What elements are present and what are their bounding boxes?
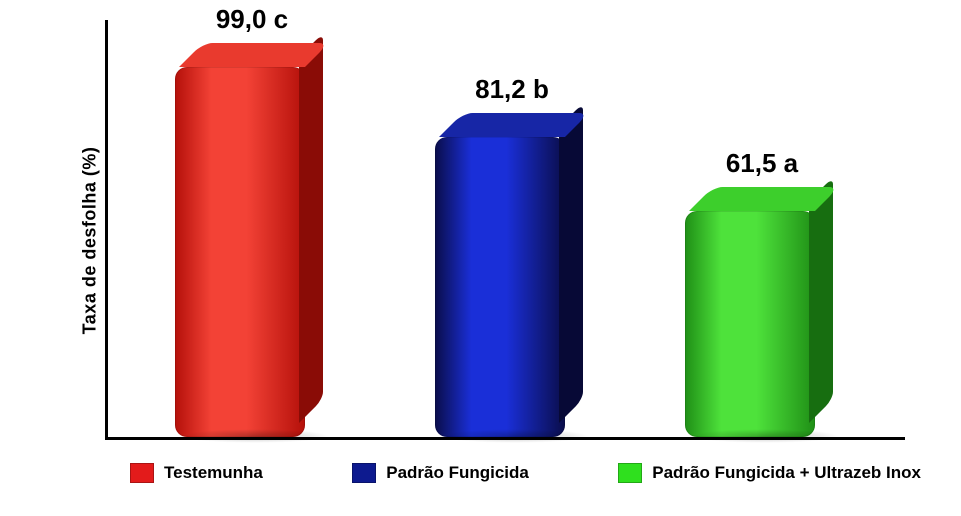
- bar-padrao-fungicida-ultrazeb: 61,5 a: [685, 148, 839, 437]
- legend-label: Padrão Fungicida + Ultrazeb Inox: [652, 463, 921, 483]
- legend-item-padrao-fungicida-ultrazeb: Padrão Fungicida + Ultrazeb Inox: [618, 463, 921, 483]
- legend-label: Padrão Fungicida: [386, 463, 529, 483]
- bar-value-label: 81,2 b: [475, 74, 549, 105]
- y-axis-line: [105, 20, 108, 440]
- bar-padrao-fungicida: 81,2 b: [435, 74, 589, 437]
- bar-testemunha: 99,0 c: [175, 4, 329, 437]
- bar-front-face: [435, 137, 565, 437]
- bar-front-face: [175, 67, 305, 437]
- bar-top-face: [179, 43, 329, 67]
- bar-3d-shape: [175, 43, 329, 437]
- legend-swatch: [352, 463, 376, 483]
- bar-side-face: [809, 177, 833, 423]
- bar-3d-shape: [435, 113, 589, 437]
- legend: Testemunha Padrão Fungicida Padrão Fungi…: [130, 458, 921, 488]
- bar-side-face: [299, 33, 323, 423]
- bar-value-label: 61,5 a: [726, 148, 798, 179]
- bar-side-face: [559, 103, 583, 423]
- legend-item-testemunha: Testemunha: [130, 463, 263, 483]
- legend-label: Testemunha: [164, 463, 263, 483]
- legend-swatch: [618, 463, 642, 483]
- bar-top-face: [439, 113, 589, 137]
- bar-top-face: [689, 187, 839, 211]
- legend-item-padrao-fungicida: Padrão Fungicida: [352, 463, 529, 483]
- x-axis-line: [105, 437, 905, 440]
- chart-container: Taxa de desfolha (%) 99,0 c 81,2 b 61,5 …: [0, 0, 961, 516]
- bar-front-face: [685, 211, 815, 437]
- plot-area: 99,0 c 81,2 b 61,5 a: [105, 20, 905, 440]
- bar-3d-shape: [685, 187, 839, 437]
- bar-value-label: 99,0 c: [216, 4, 288, 35]
- legend-swatch: [130, 463, 154, 483]
- y-axis-label: Taxa de desfolha (%): [80, 91, 101, 391]
